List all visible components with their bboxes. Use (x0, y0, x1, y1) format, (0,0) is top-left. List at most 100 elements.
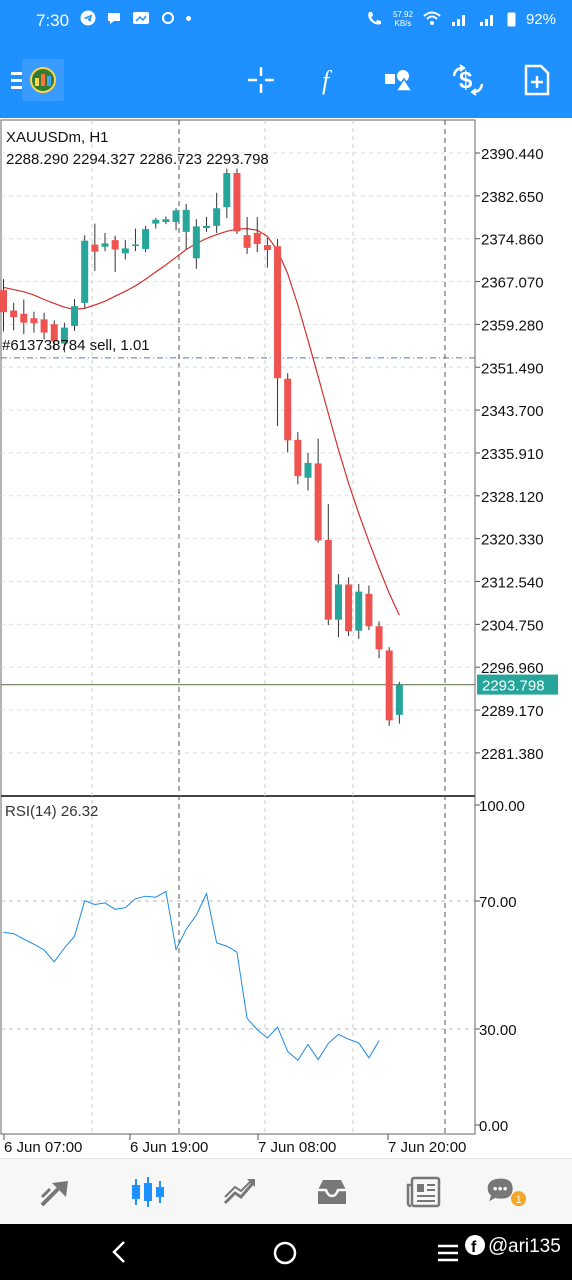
candle (172, 208, 180, 231)
price-tick-label: 2312.540 (481, 575, 544, 592)
candle (233, 168, 241, 235)
rsi-frame (0, 795, 476, 1135)
current-price-label: 2293.798 (482, 678, 545, 695)
time-tick-label: 6 Jun 07:00 (4, 1139, 82, 1156)
notification-icons (80, 10, 191, 26)
bottom-navigation: 1 (0, 1158, 572, 1225)
price-tick-label: 2335.910 (481, 446, 544, 463)
home-icon[interactable] (272, 1240, 298, 1266)
price-tick-label: 2289.170 (481, 703, 544, 720)
grid-lines (1, 120, 480, 1134)
signal-2-icon (479, 15, 493, 26)
candle (203, 217, 210, 232)
network-speed: 57.92 KB/s (393, 10, 413, 28)
candle (253, 217, 261, 253)
candle (284, 373, 292, 453)
candle (20, 299, 28, 335)
sync-icon (162, 12, 174, 24)
price-tick-label: 2374.860 (481, 232, 544, 249)
wifi-icon (423, 11, 441, 25)
candle (50, 320, 58, 351)
rsi-layer (1, 804, 480, 1126)
candle (385, 647, 393, 726)
battery-percent: 92% (525, 10, 556, 28)
candle (334, 574, 342, 638)
trade-button[interactable]: $ (450, 62, 486, 98)
facebook-icon: f (465, 1235, 485, 1256)
candle (30, 311, 38, 333)
news-icon (406, 1176, 441, 1208)
svg-text:ari135: ari135 (508, 1236, 561, 1257)
svg-text:f: f (322, 66, 333, 95)
chart-area[interactable]: 2390.440 2382.650 2374.860 2367.070 2359.280… (0, 118, 572, 1158)
rsi-label: RSI(14) 26.32 (5, 803, 98, 820)
function-icon: f (322, 66, 333, 95)
candle (213, 192, 221, 233)
candle (355, 583, 363, 639)
trade-trend-icon (223, 1179, 255, 1205)
quotes-arrows-icon (40, 1181, 68, 1207)
call-icon (368, 12, 381, 25)
candle (0, 279, 7, 332)
candle (142, 225, 150, 253)
candle (314, 438, 322, 543)
telegram-icon (80, 10, 96, 26)
more-notifications-dot (186, 15, 191, 21)
axis-labels: 2390.440 2382.650 2374.860 2367.070 2359.280… (3, 146, 544, 1156)
candle (263, 237, 271, 268)
new-order-button[interactable] (519, 62, 555, 98)
price-chart[interactable]: 2390.440 2382.650 2374.860 2367.070 2359.280… (0, 118, 572, 1158)
trade-icon: $ (452, 64, 484, 96)
crosshair-button[interactable] (243, 62, 279, 98)
battery-icon (507, 12, 516, 27)
moving-average-layer (3, 227, 400, 616)
candle (40, 312, 48, 340)
back-icon[interactable] (108, 1240, 132, 1264)
candle (131, 228, 139, 252)
objects-icon (385, 70, 414, 92)
candle (192, 219, 200, 269)
candle (375, 621, 383, 659)
moving-average-line (3, 227, 400, 616)
candle (365, 585, 373, 631)
signal-icon (451, 15, 465, 26)
menu-button[interactable] (0, 62, 36, 98)
price-tick-label: 2390.440 (481, 146, 544, 163)
time-tick-label: 6 Jun 19:00 (130, 1139, 208, 1156)
svg-text:f: f (471, 1239, 477, 1256)
candle (345, 577, 353, 637)
order-label[interactable]: #613738784 sell, 1.01 (2, 337, 150, 354)
svg-text:@: @ (488, 1235, 508, 1257)
candle (121, 240, 129, 260)
inbox-icon (318, 1180, 346, 1204)
rsi-level-label: 70.00 (479, 894, 517, 911)
indicators-button[interactable]: f (312, 62, 348, 98)
candle (91, 223, 99, 271)
nav-news[interactable] (404, 1173, 444, 1211)
objects-button[interactable] (380, 62, 416, 98)
system-status-icons: 57.92 KB/s 92% (365, 10, 556, 28)
candle (294, 432, 302, 485)
app-toolbar: f $ (0, 44, 572, 118)
candle (81, 235, 89, 309)
recents-icon[interactable] (436, 1244, 460, 1262)
nav-history[interactable] (312, 1173, 352, 1211)
nav-quotes[interactable] (36, 1173, 76, 1211)
candle (10, 302, 18, 331)
new-order-icon (524, 64, 550, 96)
status-bar: 7:30 57.92 KB/s 92% (0, 0, 572, 44)
net-speed-value: 57.92 (392, 10, 413, 19)
price-tick-label: 2320.330 (481, 532, 544, 549)
rsi-level-label: 30.00 (479, 1022, 517, 1039)
candlestick-chart-icon (132, 1177, 164, 1207)
svg-text:$: $ (459, 67, 473, 94)
nav-chart[interactable] (128, 1173, 168, 1211)
nav-trade[interactable] (220, 1173, 260, 1211)
app-logo[interactable] (22, 59, 64, 101)
nav-messages[interactable]: 1 (486, 1173, 526, 1211)
price-tick-label: 2351.490 (481, 360, 544, 377)
symbol-label: XAUUSDm, H1 (6, 129, 109, 146)
clock: 7:30 (36, 11, 70, 30)
candle (60, 322, 68, 353)
chat-bubble-icon (108, 13, 120, 24)
